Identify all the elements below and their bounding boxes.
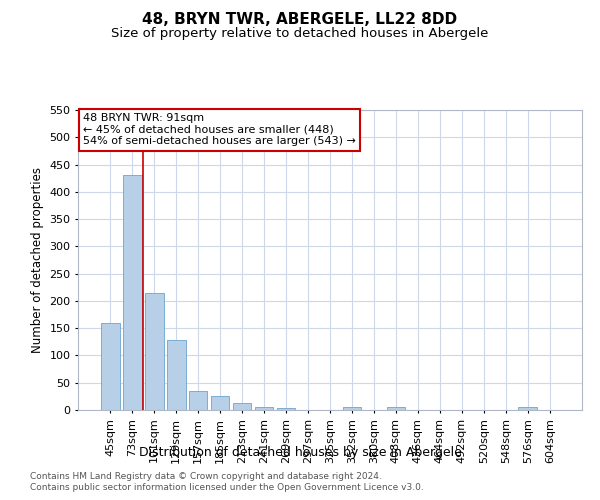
Bar (145, 292, 164, 410)
Bar (101, 322, 119, 410)
Text: 48, BRYN TWR, ABERGELE, LL22 8DD: 48, BRYN TWR, ABERGELE, LL22 8DD (142, 12, 458, 28)
Bar (167, 340, 185, 410)
Y-axis label: Number of detached properties: Number of detached properties (31, 167, 44, 353)
Text: 48 BRYN TWR: 91sqm
← 45% of detached houses are smaller (448)
54% of semi-detach: 48 BRYN TWR: 91sqm ← 45% of detached hou… (83, 113, 356, 146)
Bar (386, 408, 405, 410)
Bar (518, 408, 537, 410)
Bar (277, 408, 295, 410)
Bar (123, 176, 142, 410)
Text: Size of property relative to detached houses in Abergele: Size of property relative to detached ho… (112, 28, 488, 40)
Text: Distribution of detached houses by size in Abergele: Distribution of detached houses by size … (139, 446, 461, 459)
Bar (211, 396, 229, 410)
Bar (189, 391, 208, 410)
Text: Contains public sector information licensed under the Open Government Licence v3: Contains public sector information licen… (30, 484, 424, 492)
Bar (255, 408, 274, 410)
Bar (343, 408, 361, 410)
Text: Contains HM Land Registry data © Crown copyright and database right 2024.: Contains HM Land Registry data © Crown c… (30, 472, 382, 481)
Bar (233, 404, 251, 410)
